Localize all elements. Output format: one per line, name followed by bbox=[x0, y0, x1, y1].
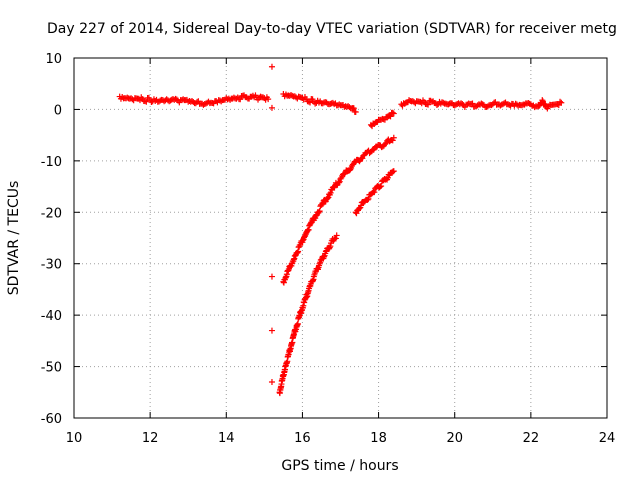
y-tick-label: -20 bbox=[41, 206, 62, 221]
x-tick-label: 24 bbox=[599, 431, 616, 446]
data-point bbox=[539, 97, 546, 104]
x-tick-label: 10 bbox=[66, 431, 83, 446]
data-point bbox=[378, 183, 385, 190]
series-isolated-points-15.2h bbox=[268, 63, 275, 385]
series-curve-17.4-18.4h bbox=[352, 168, 397, 217]
series-segment-15.5-17.4h bbox=[280, 91, 359, 115]
series-curve-upper-15.5-18.4h bbox=[280, 134, 397, 286]
data-point bbox=[350, 105, 357, 112]
y-tick-label: 0 bbox=[54, 103, 62, 118]
data-point bbox=[237, 96, 244, 103]
series-curve-lower-15.4-16.9h bbox=[276, 232, 340, 397]
data-point bbox=[425, 101, 432, 108]
x-tick-label: 20 bbox=[446, 431, 463, 446]
data-point bbox=[558, 99, 565, 106]
data-point bbox=[305, 226, 312, 233]
data-point bbox=[389, 137, 396, 144]
data-point bbox=[390, 168, 397, 175]
y-tick-label: -50 bbox=[41, 361, 62, 376]
data-point bbox=[358, 202, 365, 209]
data-point bbox=[316, 208, 323, 215]
chart-title: Day 227 of 2014, Sidereal Day-to-day VTE… bbox=[47, 21, 617, 37]
grid bbox=[74, 58, 607, 418]
data-point bbox=[327, 243, 334, 250]
plot-frame bbox=[73, 57, 608, 419]
data-point bbox=[294, 320, 301, 327]
data-point bbox=[335, 179, 342, 186]
x-tick-label: 22 bbox=[523, 431, 540, 446]
data-point bbox=[333, 232, 340, 239]
y-tick-label: 10 bbox=[45, 52, 62, 67]
data-point bbox=[382, 141, 389, 148]
data-point bbox=[268, 379, 275, 385]
data-point bbox=[265, 96, 272, 103]
y-tick-label: -60 bbox=[41, 412, 62, 427]
data-point bbox=[322, 248, 329, 255]
data-point bbox=[307, 99, 314, 106]
data-point bbox=[557, 98, 564, 105]
data-point bbox=[387, 113, 394, 120]
data-point bbox=[268, 63, 275, 70]
data-point bbox=[324, 195, 331, 202]
data-point bbox=[143, 98, 150, 105]
data-point bbox=[268, 273, 275, 280]
x-tick-label: 18 bbox=[370, 431, 387, 446]
data-point bbox=[433, 101, 440, 108]
data-point bbox=[541, 101, 548, 108]
data-point bbox=[390, 110, 397, 117]
x-tick-label: 14 bbox=[218, 431, 235, 446]
data-point bbox=[359, 155, 366, 162]
y-tick-label: -10 bbox=[41, 155, 62, 170]
data-point bbox=[326, 244, 333, 251]
data-point bbox=[321, 253, 328, 260]
data-point bbox=[352, 109, 359, 115]
data-marks bbox=[116, 63, 565, 397]
data-point bbox=[268, 327, 275, 334]
y-tick-label: -40 bbox=[41, 309, 62, 324]
series-segment-11.2-15.1h bbox=[116, 92, 272, 108]
data-point bbox=[371, 189, 378, 196]
y-axis-title: SDTVAR / TECUs bbox=[6, 181, 22, 296]
data-point bbox=[365, 195, 372, 202]
data-point bbox=[316, 208, 323, 215]
data-point bbox=[390, 134, 397, 141]
data-point bbox=[389, 109, 396, 116]
x-tick-label: 16 bbox=[294, 431, 311, 446]
data-point bbox=[268, 104, 275, 111]
x-axis-title: GPS time / hours bbox=[281, 458, 398, 474]
x-tick-label: 12 bbox=[142, 431, 159, 446]
axis-ticks: 10 12 14 16 18 20 22 24 -60 -50 -40 -30 -20 -10 0 10 bbox=[41, 52, 616, 446]
series-segment-18.6-22.8h bbox=[398, 97, 565, 112]
data-point bbox=[364, 196, 371, 203]
data-point bbox=[332, 235, 339, 242]
y-tick-label: -30 bbox=[41, 258, 62, 273]
data-point bbox=[336, 178, 343, 185]
series-segment-17.8-18.4h bbox=[367, 109, 397, 130]
data-point bbox=[304, 227, 311, 234]
